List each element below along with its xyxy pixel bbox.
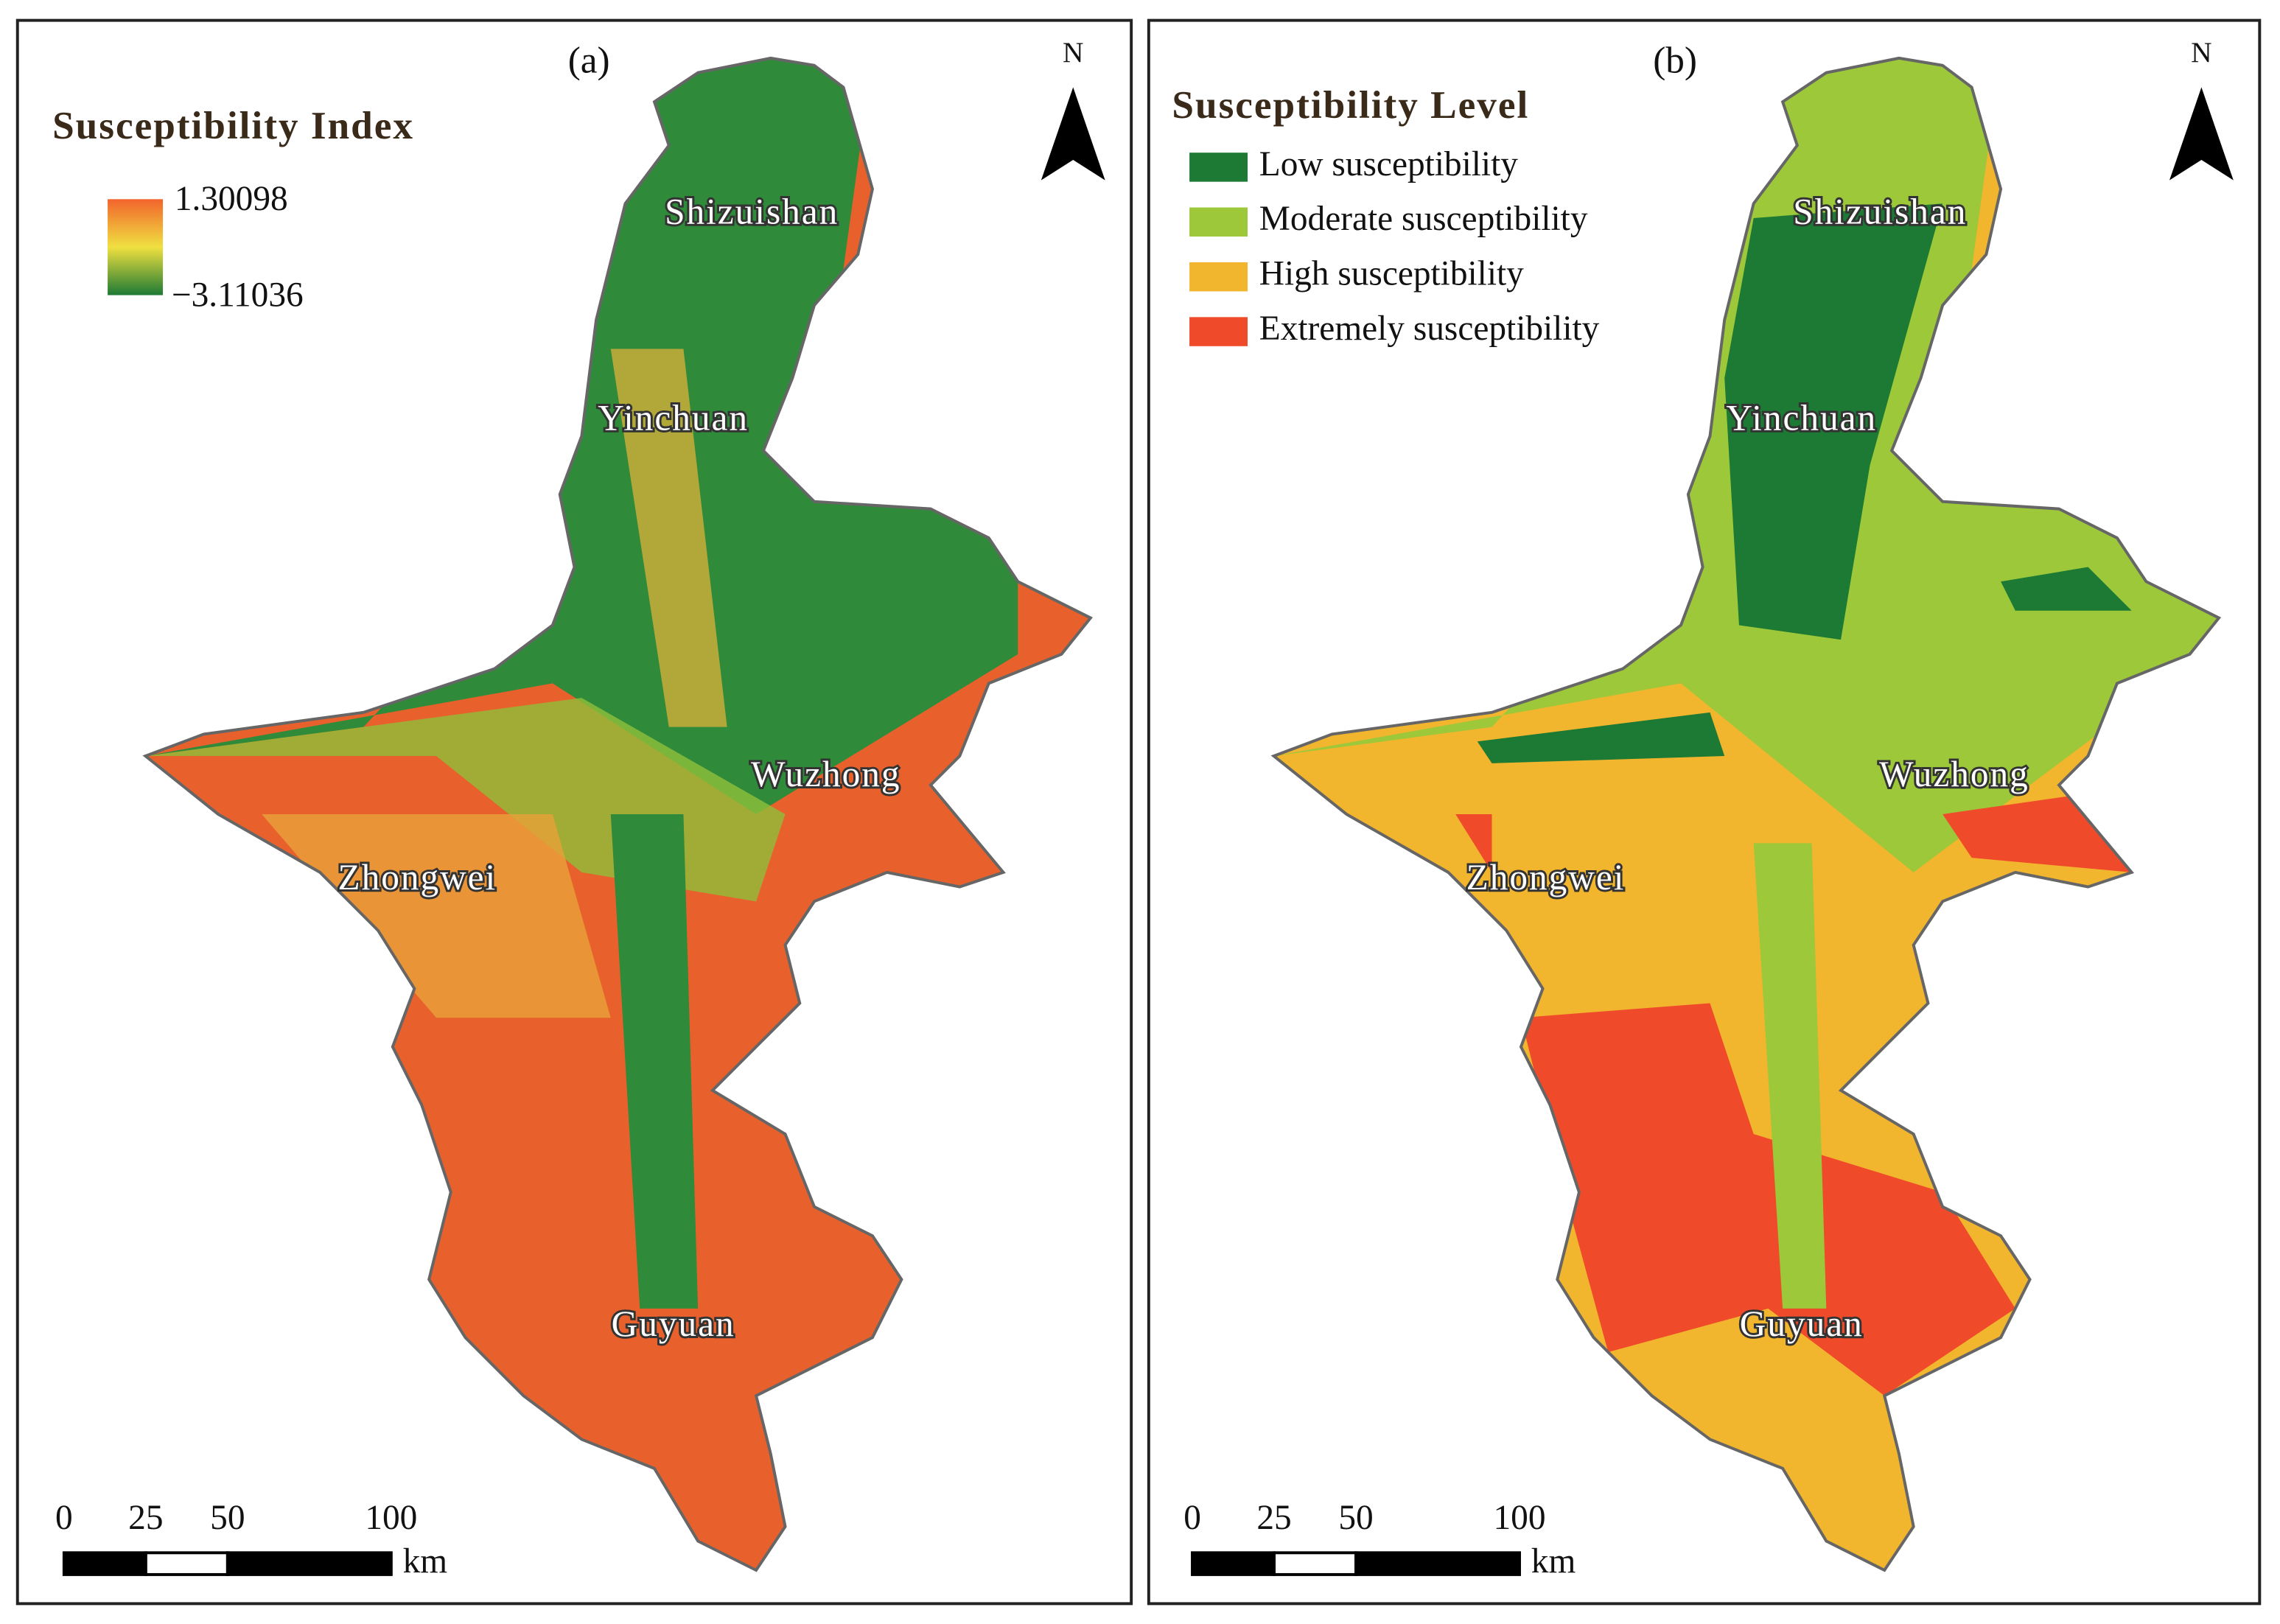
legend-label: High susceptibility [1259, 255, 1524, 293]
frame [1147, 18, 2262, 1606]
city-label: Yinchuan [1726, 398, 1877, 438]
scale-tick-label: 50 [210, 1499, 245, 1537]
scale-segment [1191, 1551, 1276, 1576]
city-label: Shizuishan [665, 191, 839, 231]
north-label: N [1063, 36, 1084, 69]
scale-segment [62, 1551, 147, 1576]
north-arrow [1041, 87, 1105, 181]
scale-tick-label: 50 [1338, 1499, 1373, 1537]
legend-label: Moderate susceptibility [1259, 200, 1588, 238]
city-label: Wuzhong [751, 754, 901, 794]
scale-segment [1273, 1551, 1357, 1576]
scale-segment [144, 1551, 229, 1576]
legend-label: Extremely susceptibility [1259, 309, 1600, 348]
legend-swatch [1189, 207, 1248, 237]
city-label: Zhongwei [1466, 857, 1626, 897]
panel-label: (b) [1653, 40, 1697, 82]
north-label: N [2191, 36, 2212, 69]
north-arrow [2169, 87, 2234, 181]
scale-unit: km [1531, 1542, 1576, 1581]
city-label: Guyuan [612, 1303, 735, 1344]
map-a [15, 18, 1133, 1606]
legend-max: 1.30098 [175, 180, 288, 218]
legend-title: Susceptibility Level [1172, 83, 1529, 127]
scale-segment [225, 1551, 393, 1576]
scale-tick-label: 100 [365, 1499, 417, 1537]
city-label: Guyuan [1740, 1303, 1864, 1344]
scale-tick-label: 0 [1183, 1499, 1201, 1537]
scale-unit: km [403, 1542, 448, 1581]
legend-swatch [1189, 317, 1248, 346]
city-label: Yinchuan [598, 398, 749, 438]
panel-label: (a) [568, 40, 610, 82]
scale-tick-label: 100 [1493, 1499, 1545, 1537]
legend-label: Low susceptibility [1259, 145, 1518, 183]
city-label: Shizuishan [1793, 191, 1967, 231]
frame [15, 18, 1133, 1606]
legend-swatch [1189, 262, 1248, 292]
legend-swatch [1189, 153, 1248, 182]
scale-tick-label: 25 [128, 1499, 163, 1537]
legend-ramp [108, 199, 164, 295]
city-label: Zhongwei [338, 857, 497, 897]
legend-title: Susceptibility Index [52, 104, 414, 147]
legend-min: −3.11036 [172, 276, 304, 314]
city-label: Wuzhong [1879, 754, 2029, 794]
scale-tick-label: 0 [55, 1499, 73, 1537]
scale-tick-label: 25 [1256, 1499, 1291, 1537]
scale-segment [1354, 1551, 1521, 1576]
